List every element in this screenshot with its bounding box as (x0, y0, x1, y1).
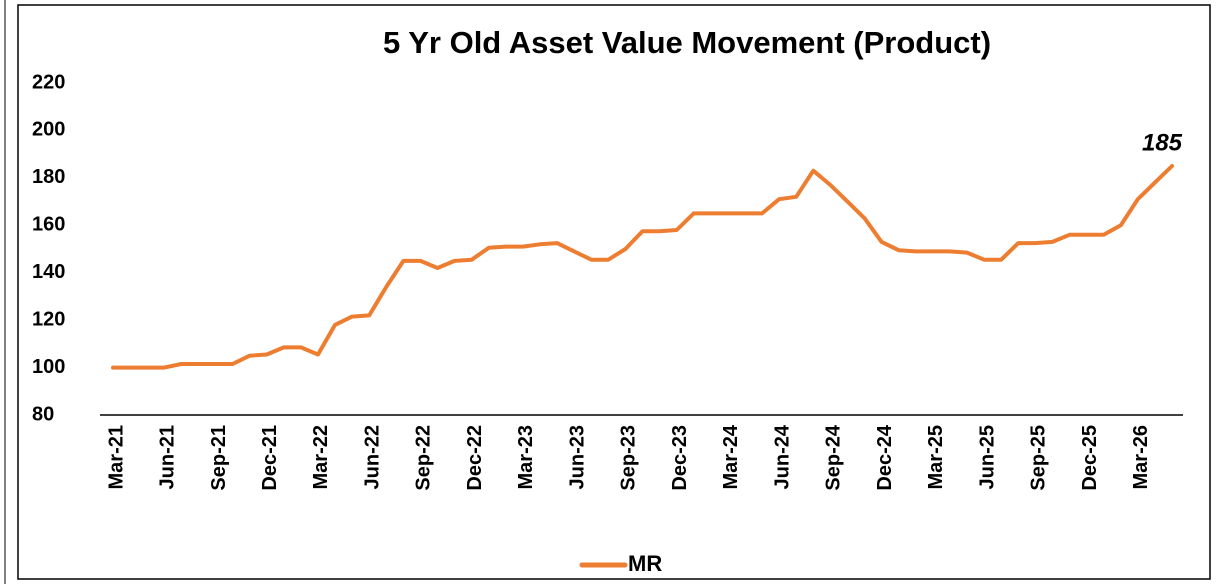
x-tick-label: Jun-21 (157, 425, 179, 489)
y-tick-label: 220 (32, 71, 65, 93)
chart-frame (17, 4, 1211, 580)
x-tick-label: Mar-25 (925, 425, 947, 489)
x-tick-label: Sep-24 (823, 424, 845, 490)
value-label: 185 (1142, 129, 1183, 156)
x-tick-label: Dec-24 (874, 424, 896, 490)
chart-title: 5 Yr Old Asset Value Movement (Product) (383, 25, 991, 60)
x-tick-label: Sep-22 (413, 425, 435, 491)
legend-label: MR (628, 551, 662, 576)
x-tick-label: Mar-21 (105, 425, 127, 489)
y-tick-label: 120 (32, 308, 65, 330)
x-tick-label: Mar-22 (310, 425, 332, 489)
x-tick-label: Jun-22 (361, 425, 383, 489)
data-line (111, 164, 1174, 370)
x-tick-label: Sep-25 (1028, 425, 1050, 491)
x-tick-label: Sep-23 (618, 425, 640, 491)
x-tick-label: Mar-26 (1130, 425, 1152, 489)
y-tick-label: 80 (32, 403, 54, 425)
x-tick-label: Dec-25 (1079, 425, 1101, 491)
x-tick-label: Jun-25 (976, 425, 998, 489)
y-tick-label: 180 (32, 166, 65, 188)
x-tick-label: Dec-22 (464, 425, 486, 491)
x-tick-label: Jun-24 (771, 424, 793, 489)
x-tick-label: Mar-23 (515, 425, 537, 489)
x-tick-label: Dec-23 (669, 425, 691, 491)
y-tick-label: 200 (32, 119, 65, 141)
x-tick-label: Sep-21 (208, 425, 230, 491)
y-tick-label: 160 (32, 214, 65, 236)
y-tick-label: 140 (32, 261, 65, 283)
x-tick-label: Jun-23 (566, 425, 588, 489)
x-tick-label: Mar-24 (720, 424, 742, 489)
y-tick-label: 100 (32, 356, 65, 378)
x-tick-label: Dec-21 (259, 425, 281, 491)
